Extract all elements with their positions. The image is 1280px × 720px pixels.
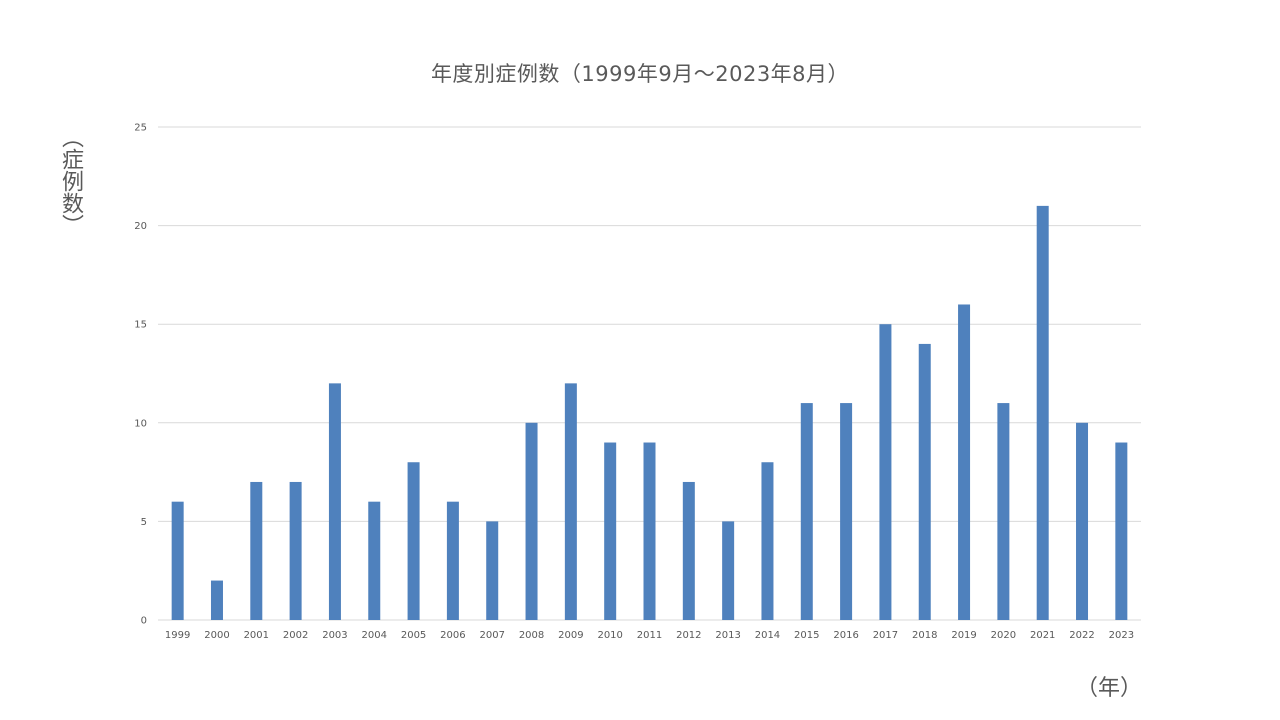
bar <box>210 580 223 620</box>
x-tick-label: 2012 <box>676 630 701 641</box>
bar <box>486 521 499 620</box>
x-tick-label: 2018 <box>912 630 937 641</box>
bar <box>1076 422 1089 620</box>
x-tick-label: 2014 <box>755 630 780 641</box>
bar <box>604 442 617 620</box>
bar <box>958 304 971 620</box>
x-axis-title: （年） <box>1075 676 1142 701</box>
x-tick-label: 2009 <box>558 630 583 641</box>
bar <box>1115 442 1128 620</box>
x-tick-label: 2007 <box>479 630 504 641</box>
x-tick-label: 2003 <box>322 630 347 641</box>
x-tick-label: 2005 <box>401 630 426 641</box>
y-tick-label: 0 <box>141 616 147 627</box>
y-axis-ticks: 0 5 10 15 20 25 <box>134 123 147 627</box>
x-axis-ticks: 1999 2000 2001 2002 2003 2004 2005 2006 2007 2008… <box>165 630 1134 641</box>
bar <box>761 462 774 620</box>
y-axis-title: （症例数） <box>58 126 83 236</box>
x-tick-label: 2017 <box>873 630 898 641</box>
y-tick-label: 10 <box>134 418 147 429</box>
x-tick-label: 2020 <box>991 630 1016 641</box>
bar <box>446 501 459 620</box>
bar <box>289 481 302 620</box>
bar <box>682 481 695 620</box>
x-tick-label: 2022 <box>1069 630 1094 641</box>
chart-title: 年度別症例数（1999年9月～2023年8月） <box>430 62 850 86</box>
x-tick-label: 2000 <box>204 630 229 641</box>
y-tick-label: 20 <box>134 221 147 232</box>
bar <box>722 521 735 620</box>
x-tick-label: 2019 <box>951 630 976 641</box>
bar <box>250 481 263 620</box>
x-tick-label: 2002 <box>283 630 308 641</box>
x-tick-label: 1999 <box>165 630 190 641</box>
bar <box>407 462 420 620</box>
x-tick-label: 2001 <box>244 630 269 641</box>
gridlines <box>158 126 1141 621</box>
bar <box>525 422 538 620</box>
y-tick-label: 25 <box>134 123 147 134</box>
bar <box>800 403 813 620</box>
bar <box>879 324 892 620</box>
x-tick-label: 2015 <box>794 630 819 641</box>
x-tick-label: 2016 <box>833 630 858 641</box>
x-tick-label: 2021 <box>1030 630 1055 641</box>
bar <box>918 343 931 620</box>
bar <box>840 403 853 620</box>
x-tick-label: 2010 <box>597 630 622 641</box>
bar <box>564 383 577 620</box>
bar <box>328 383 341 620</box>
x-tick-label: 2008 <box>519 630 544 641</box>
bar <box>171 501 184 620</box>
x-tick-label: 2004 <box>362 630 387 641</box>
bar <box>368 501 381 620</box>
x-tick-label: 2006 <box>440 630 465 641</box>
y-tick-label: 5 <box>141 517 147 528</box>
x-tick-label: 2013 <box>715 630 740 641</box>
bar <box>997 403 1010 620</box>
bar <box>643 442 656 620</box>
bar <box>1036 205 1049 620</box>
x-tick-label: 2011 <box>637 630 662 641</box>
x-tick-label: 2023 <box>1109 630 1134 641</box>
y-tick-label: 15 <box>134 320 147 331</box>
bars <box>171 205 1128 620</box>
